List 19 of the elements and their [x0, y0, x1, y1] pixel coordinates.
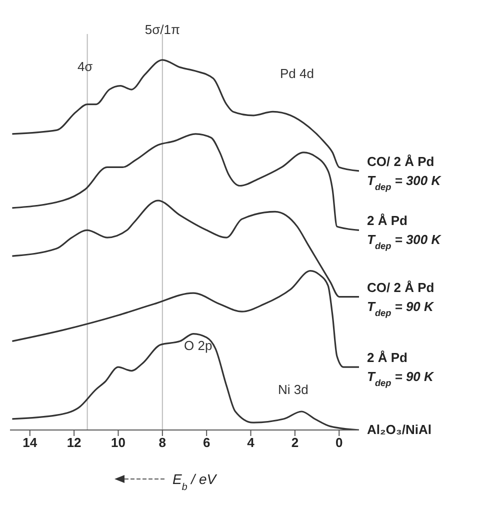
- series-label: 2 Å Pd T$_{dep}$ = 300 K: [367, 213, 442, 252]
- annotation: 4σ: [77, 59, 93, 74]
- annotation: Ni 3d: [278, 382, 308, 397]
- x-tick-label: 8: [158, 435, 166, 450]
- annotation: Pd 4d: [280, 66, 314, 81]
- series-label: Al₂O₃/NiAl: [367, 422, 432, 437]
- x-tick-label: 10: [111, 435, 126, 450]
- x-tick-label: 2: [291, 435, 299, 450]
- annotation: 5σ/1π: [144, 22, 180, 37]
- x-tick-label: 0: [336, 435, 343, 450]
- series-label: 2 Å Pd T$_{dep}$ = 90 K: [367, 350, 436, 388]
- x-axis-title: E$_{b}$ / eV: [172, 471, 218, 492]
- x-tick-label: 4: [247, 435, 256, 450]
- annotation: O 2p: [184, 338, 212, 353]
- x-tick-label: 14: [22, 435, 38, 450]
- x-tick-label: 6: [202, 435, 210, 450]
- series-label: CO/ 2 Å Pd T$_{dep}$ = 90 K: [367, 280, 436, 318]
- x-tick-label: 12: [66, 435, 82, 450]
- series-label: CO/ 2 Å Pd T$_{dep}$ = 300 K: [367, 154, 442, 192]
